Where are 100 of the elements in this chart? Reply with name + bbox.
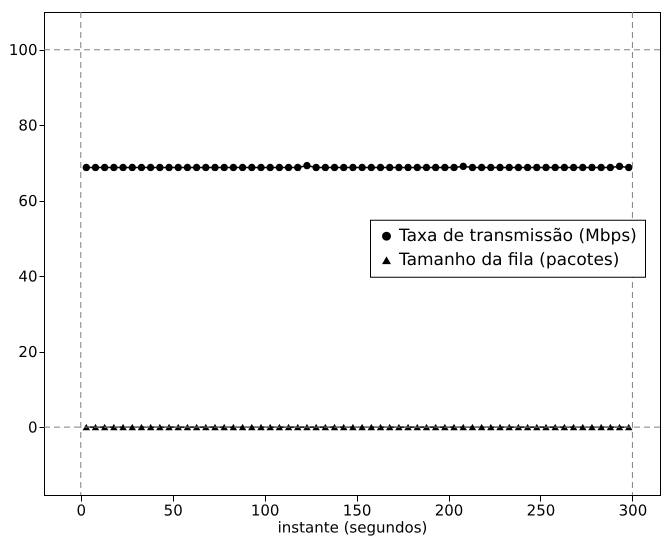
point <box>404 164 412 172</box>
point <box>579 164 586 172</box>
point <box>414 164 421 172</box>
point <box>588 424 596 430</box>
x-tick-label: 50 <box>164 502 183 520</box>
point <box>478 164 486 172</box>
point <box>542 164 550 172</box>
y-tick-label: 40 <box>18 268 38 286</box>
point <box>276 164 284 172</box>
point <box>146 424 154 430</box>
point <box>450 164 458 172</box>
point <box>349 424 357 430</box>
point <box>386 164 394 172</box>
point <box>119 164 127 172</box>
point <box>340 164 348 172</box>
legend-label: Tamanho da fila (pacotes) <box>398 250 620 270</box>
x-tick-label: 150 <box>342 502 372 520</box>
point <box>597 424 605 430</box>
point <box>238 164 246 172</box>
point <box>238 424 246 430</box>
point <box>220 424 228 430</box>
point <box>460 162 467 170</box>
point <box>202 164 210 172</box>
point <box>100 164 108 172</box>
point <box>230 424 238 430</box>
point <box>368 424 376 430</box>
point <box>524 164 532 172</box>
point <box>487 164 495 172</box>
point <box>570 164 578 172</box>
point <box>146 164 154 172</box>
point <box>533 164 541 172</box>
point <box>386 424 394 430</box>
point <box>376 424 384 430</box>
point <box>506 164 513 172</box>
point <box>92 164 100 172</box>
point <box>257 424 265 430</box>
point <box>156 424 164 430</box>
point <box>322 164 330 172</box>
point <box>606 424 614 430</box>
x-tick-label: 100 <box>250 502 280 520</box>
point <box>450 424 458 430</box>
y-tick-label: 100 <box>8 41 38 60</box>
point <box>184 164 192 172</box>
point <box>376 164 384 172</box>
point <box>110 164 118 172</box>
point <box>340 424 348 430</box>
point <box>551 164 559 172</box>
point <box>138 164 146 172</box>
point <box>468 424 476 430</box>
point <box>230 164 238 172</box>
point <box>514 164 522 172</box>
point <box>266 164 274 172</box>
point <box>395 164 403 172</box>
point <box>174 164 182 172</box>
y-tick-label: 20 <box>18 343 38 362</box>
point <box>496 164 504 172</box>
point <box>579 424 586 430</box>
point <box>110 424 118 430</box>
point <box>138 424 146 430</box>
x-tick-label: 0 <box>76 502 86 520</box>
point <box>330 164 338 172</box>
point <box>156 164 164 172</box>
point <box>478 424 486 430</box>
point <box>441 164 449 172</box>
point <box>588 164 596 172</box>
point <box>606 164 614 172</box>
point <box>616 424 624 430</box>
point <box>128 164 136 172</box>
x-tick-label: 200 <box>434 502 464 520</box>
point <box>266 424 274 430</box>
point <box>303 162 311 170</box>
x-tick-label: 300 <box>618 502 648 520</box>
legend-label: Taxa de transmissão (Mbps) <box>398 226 637 246</box>
point <box>487 424 495 430</box>
point <box>468 164 476 172</box>
point <box>284 164 292 172</box>
point <box>560 164 568 172</box>
point <box>257 164 265 172</box>
point <box>597 164 605 172</box>
x-tick-label: 250 <box>526 502 556 520</box>
point <box>248 424 256 430</box>
point <box>358 424 366 430</box>
point <box>560 424 568 430</box>
point <box>496 424 504 430</box>
point <box>349 164 357 172</box>
point <box>165 164 173 172</box>
point <box>460 424 467 430</box>
y-tick-label: 60 <box>18 192 38 210</box>
x-axis-title: instante (segundos) <box>278 518 428 536</box>
point <box>82 164 90 172</box>
point <box>312 164 320 172</box>
point <box>211 164 219 172</box>
y-tick-label: 80 <box>18 116 38 135</box>
point <box>119 424 127 430</box>
point <box>358 164 366 172</box>
point <box>616 162 624 170</box>
point <box>432 164 440 172</box>
point <box>625 164 632 172</box>
point <box>422 164 430 172</box>
point <box>368 164 376 172</box>
